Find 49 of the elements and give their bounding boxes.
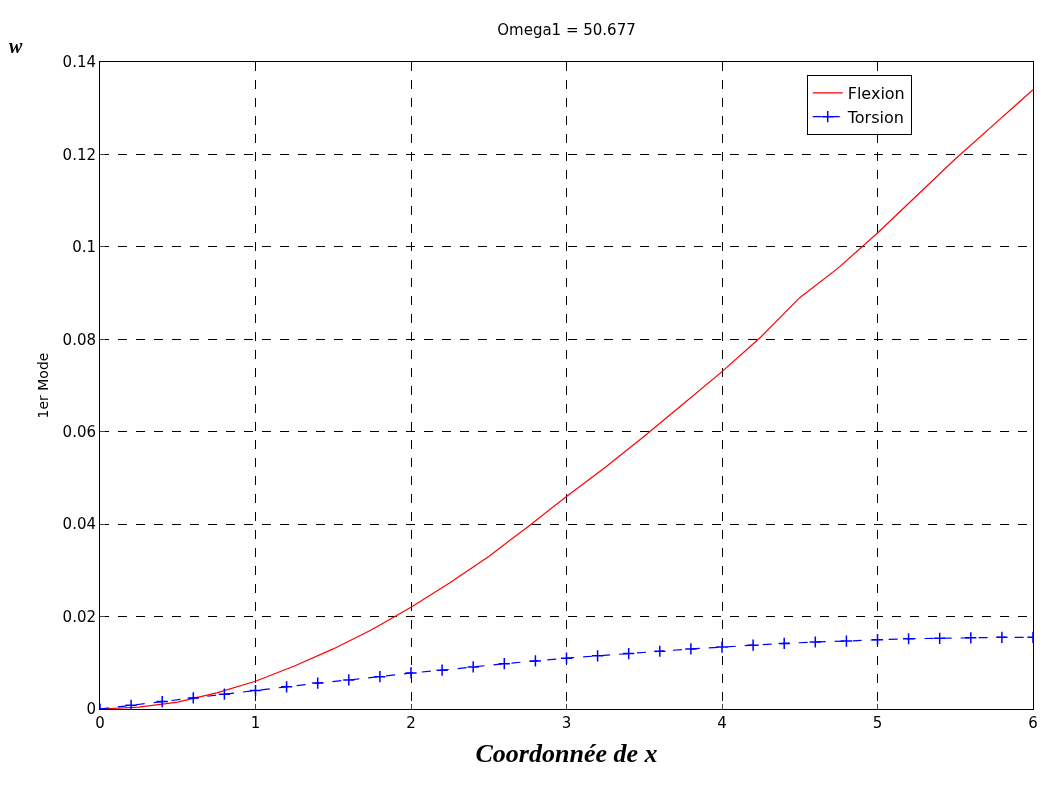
y-tick-label: 0.04 [62, 515, 96, 534]
point [653, 644, 667, 658]
legend-label: Torsion [846, 107, 904, 127]
chart-title: Omega1 = 50.677 [497, 21, 636, 40]
y-tick-label: 0.1 [72, 238, 96, 257]
point [840, 634, 853, 648]
point [404, 666, 418, 680]
x-tick-label: 3 [561, 714, 572, 732]
point [466, 660, 480, 674]
y-tick-label: 0.12 [62, 145, 96, 164]
x-tick-label: 2 [406, 714, 416, 732]
point [777, 637, 791, 650]
point [746, 638, 760, 652]
y-tick-label: 0.14 [62, 53, 96, 72]
y-tick-label: 0.08 [62, 330, 96, 349]
x-tick-label: 4 [717, 714, 727, 732]
y-tick-label: 0.06 [62, 422, 96, 441]
point [591, 649, 604, 663]
x-tick-label: 6 [1028, 714, 1038, 732]
point [311, 676, 325, 690]
point [186, 691, 200, 705]
point [902, 632, 915, 646]
point [871, 633, 884, 647]
point [995, 631, 1009, 644]
text: w [9, 35, 23, 57]
point [124, 698, 138, 709]
point [373, 670, 387, 683]
point [435, 663, 449, 677]
point [529, 654, 542, 668]
point [622, 647, 636, 660]
point [249, 684, 262, 697]
x-axis-title: Coordonnée de x [475, 738, 658, 768]
point [497, 657, 511, 671]
y-tick-label: 0.02 [62, 607, 96, 626]
point [280, 680, 293, 694]
point [715, 640, 729, 654]
point [684, 642, 698, 656]
x-tick-label: 5 [872, 714, 883, 732]
point [218, 687, 231, 701]
y-axis-title: 1er Mode [35, 352, 52, 419]
legend-label: Flexion [847, 84, 905, 104]
point [808, 635, 822, 649]
x-tick-label: 1 [250, 714, 261, 732]
point [933, 631, 947, 645]
point [155, 695, 169, 708]
point [964, 631, 978, 645]
y-tick-label: 0 [86, 700, 96, 719]
point [560, 651, 573, 665]
point [342, 673, 356, 687]
